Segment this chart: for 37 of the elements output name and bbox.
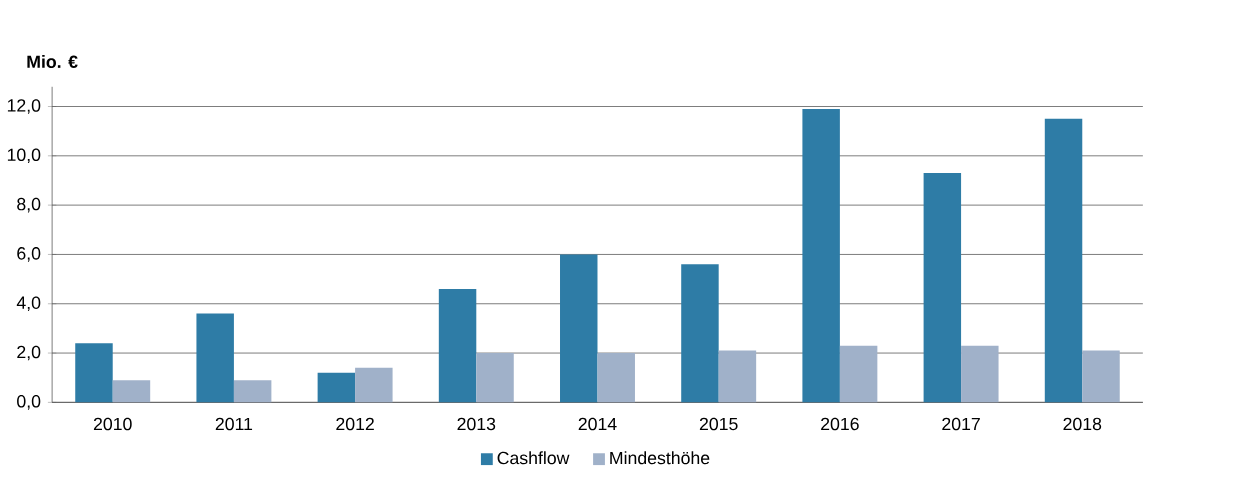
x-tick-label: 2012: [336, 417, 374, 431]
bar: [923, 172, 962, 403]
x-tick-label: 2018: [1063, 417, 1102, 431]
x-tick-label: 2014: [578, 417, 617, 431]
y-axis-title: Mio. €: [27, 54, 78, 68]
bar: [1044, 118, 1083, 403]
y-tick-label: 12,0: [7, 99, 41, 114]
y-tick-label: 6,0: [17, 247, 41, 262]
bar: [355, 367, 393, 403]
y-tick-label: 8,0: [17, 197, 41, 213]
x-tick-label: 2011: [215, 417, 253, 431]
x-tick-label: 2015: [699, 417, 738, 431]
legend-label: Mindesthöhe: [610, 451, 710, 465]
x-tick-label: 2013: [457, 417, 496, 431]
bar: [317, 372, 356, 403]
bar: [597, 352, 635, 403]
bar: [476, 352, 514, 403]
bar: [718, 350, 757, 403]
bar: [233, 380, 272, 403]
bar: [1082, 350, 1120, 403]
bar: [112, 380, 151, 403]
x-tick-label: 2010: [93, 417, 132, 431]
legend-label: Cashflow: [497, 451, 570, 465]
y-tick-label: 4,0: [16, 296, 41, 311]
x-tick-label: 2017: [942, 417, 980, 431]
y-tick-label: 10,0: [7, 148, 41, 164]
x-tick-label: 2016: [821, 417, 859, 431]
bar: [75, 343, 113, 403]
bar: [681, 264, 719, 403]
bar: [961, 345, 999, 403]
bar: [839, 345, 878, 403]
bar: [560, 254, 598, 403]
y-tick-label: 0,0: [17, 394, 41, 410]
bar: [196, 313, 234, 403]
bar: [802, 108, 840, 403]
bar: [438, 288, 477, 403]
y-tick-label: 2,0: [17, 345, 41, 361]
